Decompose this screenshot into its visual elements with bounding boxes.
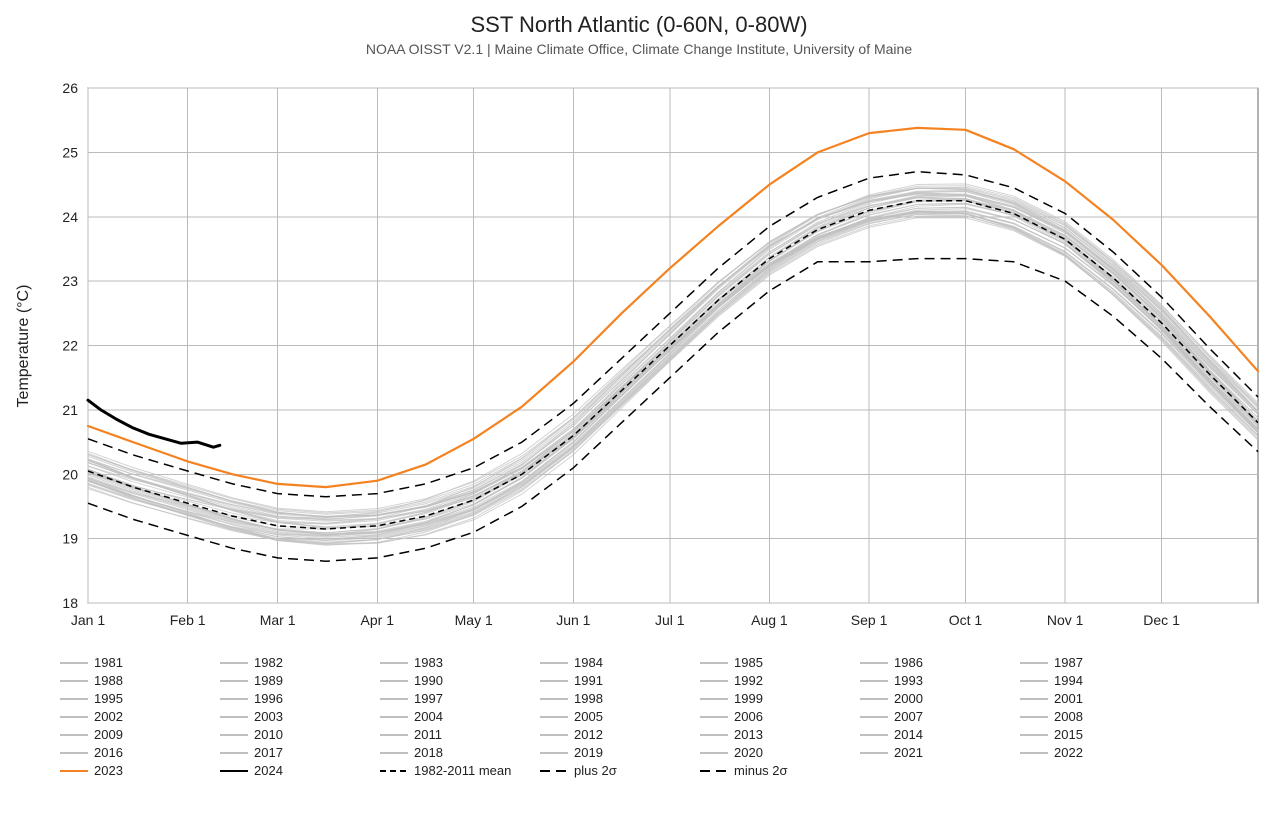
legend-label: 1996 — [254, 691, 283, 706]
x-tick-label: Apr 1 — [361, 612, 395, 628]
y-tick-label: 21 — [62, 402, 78, 418]
legend: 1981 1982 1983 1984 1985 1986 1987 1988 1989 1990… — [60, 655, 1083, 778]
x-tick-label: Jun 1 — [556, 612, 590, 628]
legend-label: 2023 — [94, 763, 123, 778]
stat-lines — [88, 172, 1258, 562]
legend-label: 1988 — [94, 673, 123, 688]
year-line-1985 — [88, 213, 1258, 545]
legend-label: 2014 — [894, 727, 923, 742]
legend-label: 1991 — [574, 673, 603, 688]
legend-label: 1995 — [94, 691, 123, 706]
legend-label: plus 2σ — [574, 763, 617, 778]
legend-label: 2005 — [574, 709, 603, 724]
legend-label: 1990 — [414, 673, 443, 688]
legend-label: minus 2σ — [734, 763, 788, 778]
legend-label: 1997 — [414, 691, 443, 706]
legend-label: 2016 — [94, 745, 123, 760]
legend-label: 1998 — [574, 691, 603, 706]
legend-label: 2003 — [254, 709, 283, 724]
legend-label: 2002 — [94, 709, 123, 724]
year-line-1990 — [88, 211, 1258, 536]
y-tick-label: 24 — [62, 209, 78, 225]
legend-label: 2001 — [1054, 691, 1083, 706]
legend-label: 2019 — [574, 745, 603, 760]
legend-label: 2009 — [94, 727, 123, 742]
x-tick-label: Sep 1 — [851, 612, 888, 628]
x-tick-label: Jul 1 — [655, 612, 685, 628]
legend-label: 2017 — [254, 745, 283, 760]
y-tick-label: 23 — [62, 273, 78, 289]
legend-label: 2011 — [414, 727, 442, 742]
legend-label: 1986 — [894, 655, 923, 670]
legend-label: 2010 — [254, 727, 283, 742]
stat-line-plus2sigma — [88, 172, 1258, 497]
y-tick-label: 20 — [62, 466, 78, 482]
legend-label: 2012 — [574, 727, 603, 742]
highlight-lines — [88, 128, 1258, 487]
x-tick-label: Oct 1 — [949, 612, 983, 628]
legend-label: 2015 — [1054, 727, 1083, 742]
x-ticks: Jan 1 Feb 1 Mar 1 Apr 1 May 1 Jun 1 Jul 1 Aug 1… — [71, 612, 1180, 628]
series-2024 — [88, 400, 220, 447]
y-tick-label: 19 — [62, 531, 78, 547]
x-tick-label: Feb 1 — [170, 612, 206, 628]
x-tick-label: Nov 1 — [1047, 612, 1084, 628]
y-tick-label: 18 — [62, 595, 78, 611]
x-tick-label: Mar 1 — [260, 612, 296, 628]
x-tick-label: Dec 1 — [1143, 612, 1180, 628]
chart-title: SST North Atlantic (0-60N, 0-80W) — [470, 12, 807, 37]
legend-label: 1985 — [734, 655, 763, 670]
legend-label: 1981 — [94, 655, 123, 670]
series-2023 — [88, 128, 1258, 487]
legend-label: 1993 — [894, 673, 923, 688]
year-line-1982 — [88, 215, 1258, 544]
legend-label: 2021 — [894, 745, 923, 760]
y-axis-label: Temperature (°C) — [15, 285, 32, 408]
year-line-1995 — [88, 212, 1258, 533]
legend-label: 1983 — [414, 655, 443, 670]
legend-label: 2018 — [414, 745, 443, 760]
legend-label: 2024 — [254, 763, 283, 778]
legend-label: 2008 — [1054, 709, 1083, 724]
y-tick-label: 22 — [62, 338, 78, 354]
legend-label: 1987 — [1054, 655, 1083, 670]
legend-label: 2013 — [734, 727, 763, 742]
legend-label: 2022 — [1054, 745, 1083, 760]
legend-label: 1982-2011 mean — [414, 763, 511, 778]
x-tick-label: Jan 1 — [71, 612, 105, 628]
legend-label: 1982 — [254, 655, 283, 670]
legend-label: 2007 — [894, 709, 923, 724]
y-tick-label: 25 — [62, 144, 78, 160]
sst-chart-container: SST North Atlantic (0-60N, 0-80W) NOAA O… — [0, 0, 1279, 814]
legend-label: 2020 — [734, 745, 763, 760]
legend-label: 1999 — [734, 691, 763, 706]
x-tick-label: Aug 1 — [751, 612, 788, 628]
legend-label: 1992 — [734, 673, 763, 688]
legend-label: 2006 — [734, 709, 763, 724]
legend-label: 2004 — [414, 709, 443, 724]
legend-label: 1994 — [1054, 673, 1083, 688]
x-tick-label: May 1 — [455, 612, 493, 628]
chart-subtitle: NOAA OISST V2.1 | Maine Climate Office, … — [366, 41, 912, 57]
sst-chart-svg: SST North Atlantic (0-60N, 0-80W) NOAA O… — [0, 0, 1279, 814]
y-tick-label: 26 — [62, 80, 78, 96]
y-ticks: 18 19 20 21 22 23 24 25 26 — [62, 80, 78, 611]
legend-label: 1989 — [254, 673, 283, 688]
legend-label: 1984 — [574, 655, 603, 670]
legend-label: 2000 — [894, 691, 923, 706]
